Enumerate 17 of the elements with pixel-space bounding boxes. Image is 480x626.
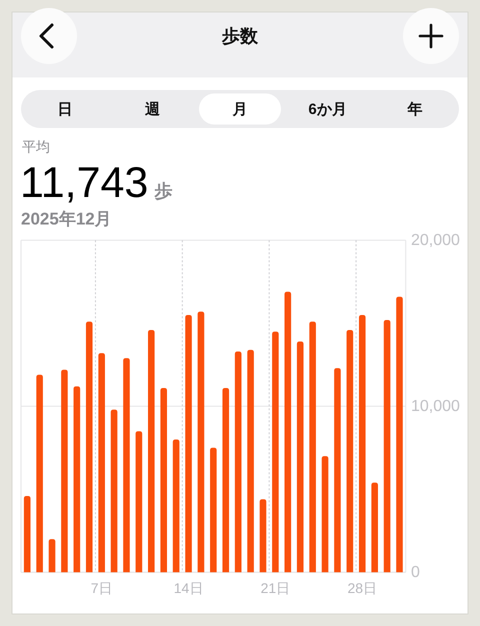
x-tick-label: 28日 [347,580,378,596]
segment-label: 日 [57,101,72,118]
subtitle: 2025年12月 [21,210,112,228]
y-tick-label: 20,000 [411,232,460,249]
segment-label: 年 [408,101,423,118]
average-value: 11,743 [20,159,148,207]
x-tick-label: 21日 [260,580,290,596]
y-tick-label: 10,000 [411,398,460,415]
average-label: 平均 [22,138,50,154]
title: 歩数 [222,26,258,46]
x-tick-label: 7日 [90,580,113,596]
segment-label: 6か月 [308,101,347,118]
average-unit: 歩 [154,181,172,201]
y-tick-label: 0 [411,564,420,581]
segment-label: 月 [232,101,248,118]
x-tick-label: 14日 [174,580,204,596]
segment-label: 週 [144,101,160,118]
